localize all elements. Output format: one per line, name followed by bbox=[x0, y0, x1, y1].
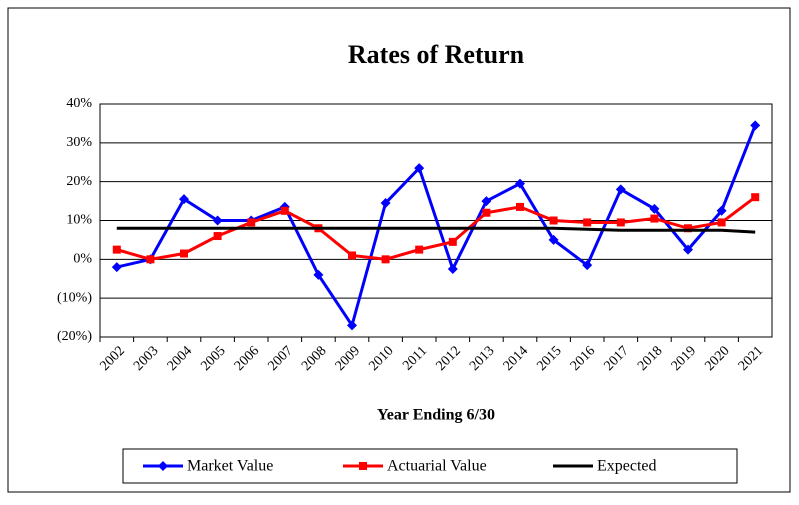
diamond-marker bbox=[582, 260, 593, 271]
diamond-marker bbox=[683, 244, 693, 255]
square-marker bbox=[381, 255, 390, 264]
diamond-marker bbox=[447, 264, 458, 275]
y-tick-label: (20%) bbox=[57, 329, 92, 344]
diamond-marker bbox=[158, 461, 168, 471]
diamond-marker bbox=[111, 262, 122, 273]
square-marker bbox=[616, 218, 625, 227]
legend-label: Actuarial Value bbox=[387, 458, 487, 475]
diamond-marker bbox=[313, 269, 324, 280]
x-axis-title: Year Ending 6/30 bbox=[377, 407, 495, 424]
square-marker bbox=[448, 237, 457, 246]
diamond-marker bbox=[179, 194, 189, 205]
square-marker bbox=[482, 208, 491, 217]
square-marker bbox=[717, 218, 726, 227]
diamond-marker bbox=[414, 163, 425, 174]
square-marker bbox=[112, 245, 121, 254]
square-marker bbox=[583, 218, 592, 227]
diamond-marker bbox=[515, 178, 525, 189]
square-marker bbox=[684, 224, 692, 233]
square-marker bbox=[348, 251, 356, 260]
y-tick-label: 10% bbox=[66, 213, 92, 228]
square-marker bbox=[751, 193, 760, 202]
y-tick-label: 40% bbox=[66, 96, 92, 111]
diamond-marker bbox=[380, 198, 391, 209]
diamond-marker bbox=[212, 215, 223, 226]
diamond-marker bbox=[347, 320, 357, 331]
diamond-marker bbox=[716, 205, 727, 216]
square-marker bbox=[280, 206, 289, 215]
legend-box bbox=[122, 448, 738, 484]
square-marker bbox=[359, 462, 367, 470]
square-marker bbox=[247, 218, 256, 227]
square-marker bbox=[415, 245, 424, 254]
y-tick-label: 30% bbox=[66, 135, 92, 150]
square-marker bbox=[180, 249, 188, 258]
square-marker bbox=[516, 202, 524, 211]
series-line bbox=[116, 226, 756, 234]
legend-label: Market Value bbox=[187, 458, 273, 475]
square-marker bbox=[650, 214, 659, 223]
square-marker bbox=[213, 232, 222, 241]
square-marker bbox=[146, 255, 155, 264]
y-tick-label: 20% bbox=[66, 174, 92, 189]
chart-title: Rates of Return bbox=[348, 40, 525, 69]
diamond-marker bbox=[750, 120, 761, 131]
legend-label: Expected bbox=[597, 458, 657, 475]
diamond-marker bbox=[649, 203, 660, 214]
diamond-marker bbox=[548, 234, 559, 245]
series-line bbox=[116, 196, 757, 261]
series-line bbox=[116, 124, 757, 329]
square-marker bbox=[549, 216, 558, 225]
y-tick-label: (10%) bbox=[57, 290, 92, 305]
diamond-marker bbox=[481, 196, 492, 207]
diamond-marker bbox=[615, 184, 626, 195]
y-tick-label: 0% bbox=[73, 252, 92, 267]
